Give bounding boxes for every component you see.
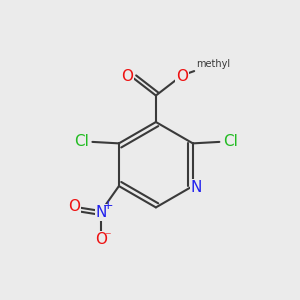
Text: methyl: methyl: [196, 59, 231, 69]
Text: O: O: [176, 69, 188, 84]
Text: O: O: [121, 69, 133, 84]
Text: O: O: [95, 232, 107, 247]
Text: Cl: Cl: [223, 134, 238, 149]
Text: ⁻: ⁻: [104, 230, 111, 244]
Text: +: +: [103, 199, 113, 212]
Text: N: N: [191, 180, 202, 195]
Text: O: O: [68, 199, 80, 214]
Text: N: N: [96, 205, 107, 220]
Text: Cl: Cl: [74, 134, 89, 149]
